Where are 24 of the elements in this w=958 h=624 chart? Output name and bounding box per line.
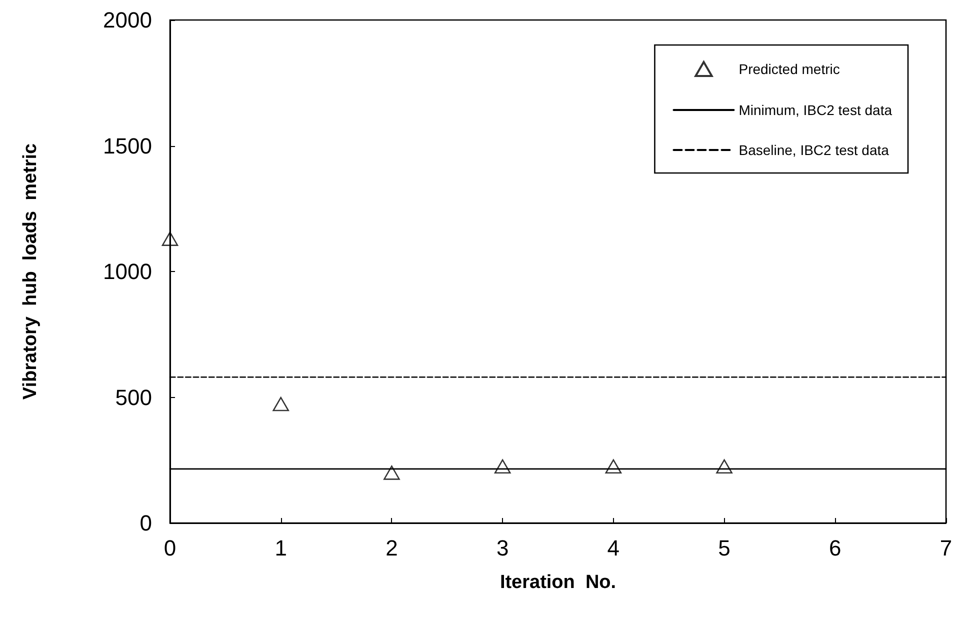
y-tick-label: 1500 xyxy=(103,133,152,158)
point xyxy=(272,396,290,412)
point xyxy=(494,459,511,474)
y-tick-label: 500 xyxy=(115,384,152,410)
x-tick-label: 5 xyxy=(718,536,730,560)
y-axis-title: Vibratory hub loads metric xyxy=(20,142,41,400)
x-tick-label: 6 xyxy=(829,536,842,560)
y-tick-label: 0 xyxy=(140,510,152,536)
x-tick-label: 7 xyxy=(940,536,952,560)
x-tick-label: 4 xyxy=(607,536,620,560)
y-tick-label: 2000 xyxy=(103,8,152,32)
x-tick-label: 2 xyxy=(386,536,398,560)
x-tick-label: 0 xyxy=(164,536,176,560)
x-tick-label: 1 xyxy=(274,536,287,560)
point xyxy=(605,459,622,474)
legend-label: Minimum, IBC2 test data xyxy=(738,102,892,118)
point xyxy=(384,466,400,480)
x-tick-label: 3 xyxy=(496,536,509,560)
point xyxy=(162,232,178,246)
legend-label: Baseline, IBC2 test data xyxy=(738,142,890,158)
x-axis-title: Iteration No. xyxy=(500,572,616,593)
y-tick-label: 1000 xyxy=(103,259,152,284)
point xyxy=(716,459,732,474)
legend-label: Predicted metric xyxy=(738,61,840,77)
